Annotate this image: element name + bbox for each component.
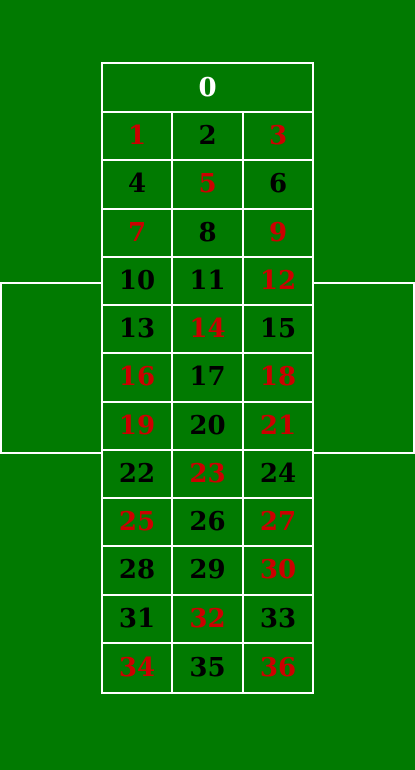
- number-cell-21[interactable]: 21: [244, 403, 312, 451]
- right-betting-area[interactable]: [312, 282, 415, 454]
- number-cell-32[interactable]: 32: [173, 595, 244, 644]
- number-cell-2[interactable]: 2: [173, 113, 244, 162]
- number-cell-17[interactable]: 17: [173, 354, 244, 403]
- number-cell-23[interactable]: 23: [173, 450, 244, 499]
- left-betting-area[interactable]: [0, 282, 103, 454]
- number-cell-6[interactable]: 6: [244, 161, 312, 210]
- number-cell-10[interactable]: 10: [103, 257, 173, 306]
- number-cell-22[interactable]: 22: [103, 450, 173, 499]
- number-cell-16[interactable]: 16: [103, 354, 173, 403]
- number-cell-31[interactable]: 31: [103, 595, 173, 644]
- number-cell-12[interactable]: 12: [244, 258, 312, 306]
- number-cell-14[interactable]: 14: [173, 306, 244, 355]
- number-cell-26[interactable]: 26: [173, 499, 244, 548]
- number-cell-4[interactable]: 4: [103, 161, 173, 210]
- number-grid: 1 2 3 4 5 6 7 8 9 10 11 12 13 14 15 16 17 18 19 20 21 22 23 24 2…: [103, 113, 312, 692]
- number-cell-8[interactable]: 8: [173, 209, 244, 258]
- number-cell-11[interactable]: 11: [173, 257, 244, 306]
- number-cell-20[interactable]: 20: [173, 402, 244, 451]
- number-cell-1[interactable]: 1: [103, 113, 173, 162]
- number-cell-30[interactable]: 30: [244, 547, 312, 596]
- number-cell-36[interactable]: 36: [259, 652, 297, 683]
- number-cell-35[interactable]: 35: [173, 643, 244, 692]
- number-cell-28[interactable]: 28: [103, 547, 173, 596]
- number-cell-3[interactable]: 3: [244, 113, 312, 162]
- number-cell-24[interactable]: 24: [244, 451, 312, 499]
- number-cell-18[interactable]: 18: [244, 354, 312, 403]
- number-cell-7[interactable]: 7: [103, 209, 173, 258]
- number-cell-34[interactable]: 34: [103, 643, 173, 692]
- number-cell-9[interactable]: 9: [244, 210, 312, 258]
- number-cell-15[interactable]: 15: [244, 306, 312, 355]
- number-cell-13[interactable]: 13: [103, 306, 173, 355]
- number-cell-0[interactable]: 0: [103, 64, 312, 113]
- number-cell-27[interactable]: 27: [244, 499, 312, 548]
- number-cell-33[interactable]: 33: [244, 596, 312, 644]
- number-cell-19[interactable]: 19: [103, 402, 173, 451]
- number-cell-5[interactable]: 5: [173, 161, 244, 210]
- number-cell-25[interactable]: 25: [103, 499, 173, 548]
- number-cell-29[interactable]: 29: [173, 547, 244, 596]
- roulette-board: 0 1 2 3 4 5 6 7 8 9 10 11 12 13 14 15 16 17 18 19 20 21 22 23 2…: [101, 62, 314, 694]
